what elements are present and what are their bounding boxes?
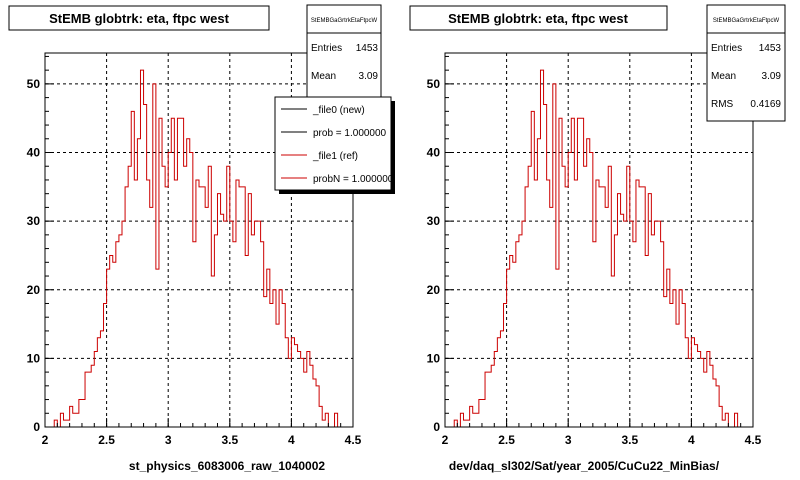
left-x-tick-label-4: 4 [288,433,295,447]
left-x-tick-label-3: 3.5 [221,433,238,447]
right-x-tick-label-0: 2 [442,433,449,447]
left-stats-entries-label: Entries [311,43,342,54]
left-y-tick-label-0: 0 [33,420,40,434]
left-plot-area: 2 2.5 3 3.5 4 4.5 0 10 20 30 40 50 [27,52,362,447]
right-x-tick-label-1: 2.5 [498,433,515,447]
left-stats-mean-value: 3.09 [359,71,379,82]
right-y-tick-label-5: 50 [427,77,441,91]
right-y-tick-label-1: 10 [427,351,441,365]
left-histogram-ref [45,69,353,428]
left-stats-name: StEMBGaGrtrkEtaFtpcW [311,18,378,24]
left-x-axis-label: st_physics_6083006_raw_1040002 [129,459,325,473]
right-x-tick-label-3: 3.5 [621,433,638,447]
left-y-tick-label-5: 50 [27,77,41,91]
left-title-box [8,5,270,31]
right-y-tick-label-3: 30 [427,214,441,228]
right-panel: StEMB globtrk: eta, ftpc west 2 2.5 3 3.5 4 4… [409,4,786,473]
right-title-box [409,5,668,31]
right-stats-entries-value: 1453 [759,43,782,54]
legend-entry-prob: prob = 1.000000 [313,128,387,139]
right-title: StEMB globtrk: eta, ftpc west [448,11,629,26]
left-panel: StEMB globtrk: eta, ftpc west 2 2.5 3 3.5 4 4… [8,4,395,473]
right-stats-rms-label: RMS [711,99,734,110]
right-stats-entries-label: Entries [711,43,742,54]
left-y-tick-label-2: 20 [27,283,41,297]
left-x-tick-label-0: 2 [42,433,49,447]
right-histogram-ref [445,69,753,428]
right-frame [444,52,754,428]
right-plot-area: 2 2.5 3 3.5 4 4.5 0 10 20 30 40 50 [427,52,762,447]
left-x-tick-label-1: 2.5 [98,433,115,447]
right-stats-mean-value: 3.09 [762,71,782,82]
left-y-tick-label-3: 30 [27,214,41,228]
right-stats-rms-value: 0.4169 [750,99,781,110]
right-x-tick-label-2: 3 [565,433,572,447]
right-x-axis-label: dev/daq_sl302/Sat/year_2005/CuCu22_MinBi… [449,459,720,473]
left-x-tick-label-5: 4.5 [345,433,362,447]
left-legend: _file0 (new) prob = 1.000000 _file1 (ref… [274,96,395,194]
right-x-tick-label-5: 4.5 [745,433,762,447]
left-stats-entries-value: 1453 [356,43,379,54]
right-stats-mean-label: Mean [711,71,736,82]
left-title: StEMB globtrk: eta, ftpc west [49,11,230,26]
left-x-tick-label-2: 3 [165,433,172,447]
right-stats-name: StEMBGaGrtrkEtaFtpcW [713,18,780,24]
left-stats-mean-label: Mean [311,71,336,82]
right-y-tick-label-0: 0 [433,420,440,434]
left-y-tick-label-4: 40 [27,146,41,160]
left-y-tick-label-1: 10 [27,351,41,365]
right-y-tick-label-4: 40 [427,146,441,160]
right-x-tick-label-4: 4 [688,433,695,447]
legend-entry-probn: probN = 1.000000 [313,174,394,185]
legend-entry-new: _file0 (new) [312,105,365,116]
left-frame [44,52,354,428]
legend-entry-ref: _file1 (ref) [312,151,358,162]
right-stats-box: StEMBGaGrtrkEtaFtpcW Entries 1453 Mean 3… [706,4,786,122]
right-y-tick-label-2: 20 [427,283,441,297]
